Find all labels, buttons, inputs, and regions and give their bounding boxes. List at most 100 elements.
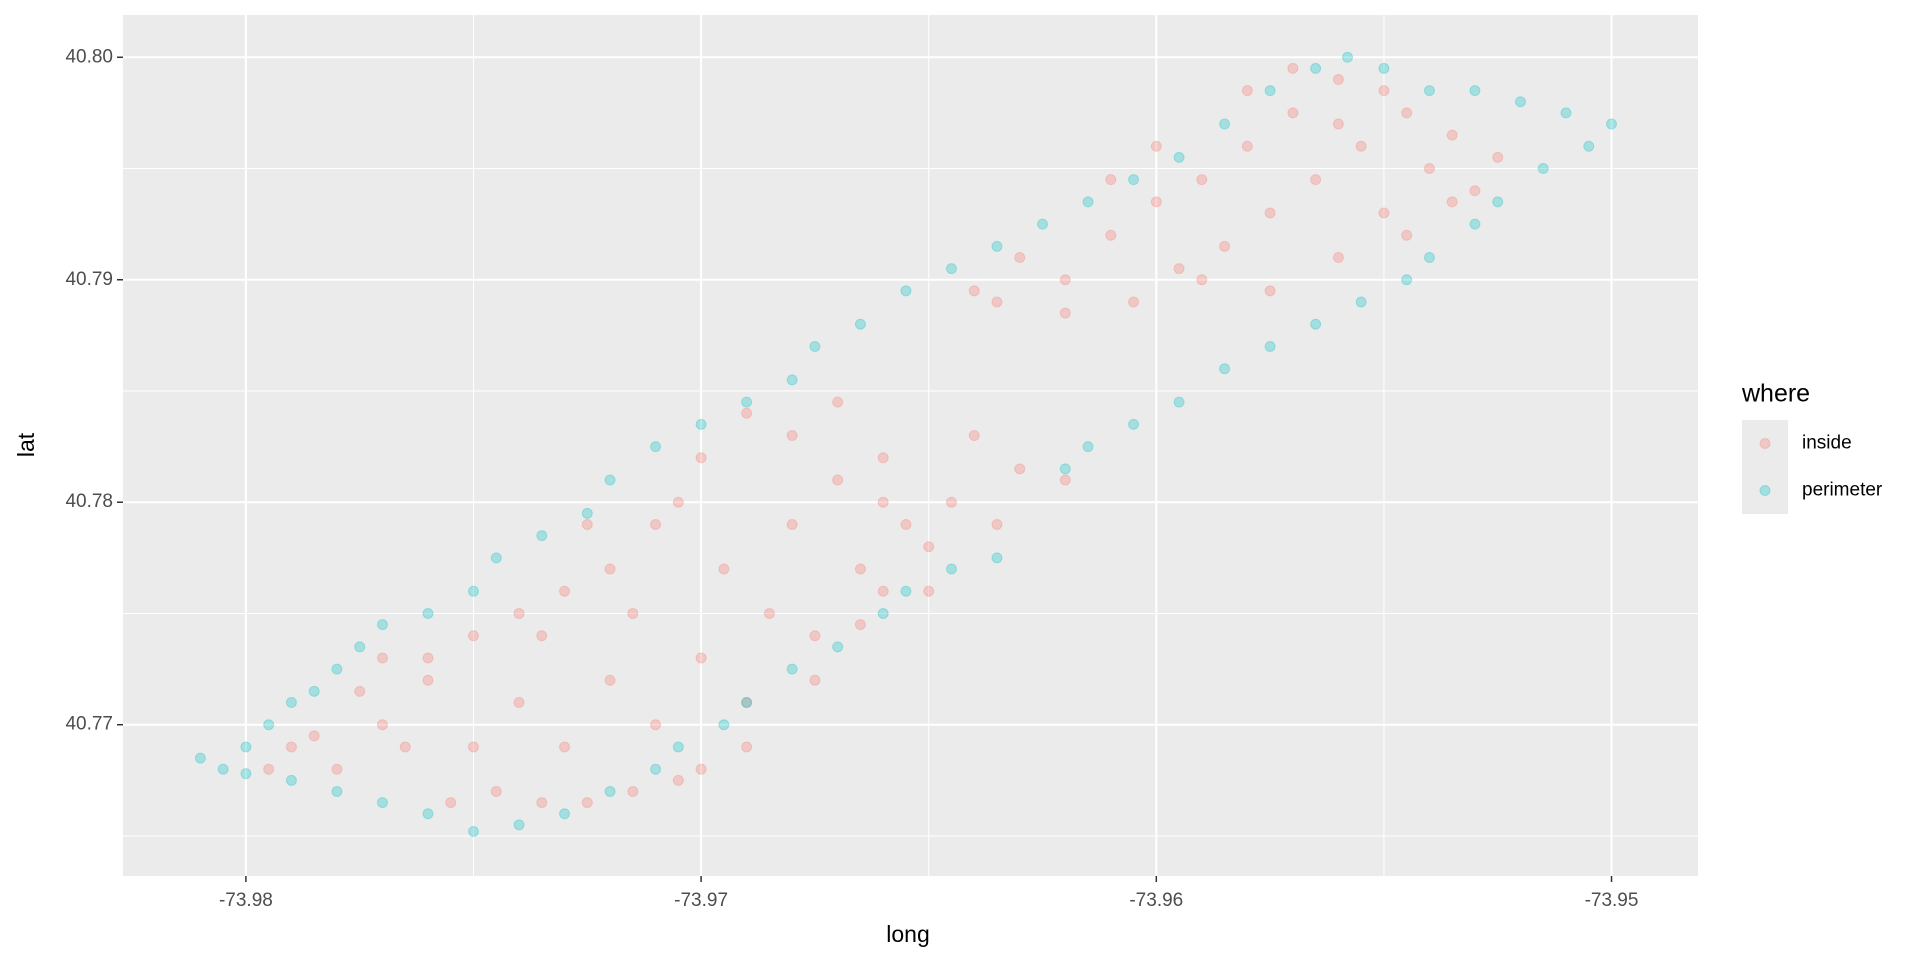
point (1355, 140, 1367, 152)
point (513, 819, 525, 831)
point (1583, 140, 1595, 152)
point (1492, 196, 1504, 208)
point (672, 741, 684, 753)
point (604, 563, 616, 575)
point (1059, 474, 1071, 486)
point (1378, 62, 1390, 74)
point (923, 585, 935, 597)
point (1401, 229, 1413, 241)
point (877, 607, 889, 619)
x-tick-label: -73.98 (219, 890, 273, 911)
point (285, 741, 297, 753)
point (1264, 285, 1276, 297)
legend-key (1742, 467, 1788, 514)
point (240, 768, 252, 780)
point (695, 652, 707, 664)
y-tick-label: 40.80 (65, 46, 113, 67)
point (604, 474, 616, 486)
point (1196, 274, 1208, 286)
legend-symbol (1759, 485, 1771, 496)
point (513, 607, 525, 619)
point (263, 719, 275, 731)
point (1514, 96, 1526, 108)
point (1378, 85, 1390, 97)
point (468, 826, 480, 838)
y-axis-label: lat (13, 432, 39, 457)
point (1423, 163, 1435, 175)
point (650, 518, 662, 530)
point (445, 797, 457, 809)
point (1423, 85, 1435, 97)
point (1128, 174, 1140, 186)
legend-label: inside (1802, 433, 1852, 454)
point (718, 719, 730, 731)
point (468, 630, 480, 642)
point (422, 607, 434, 619)
y-tick-label: 40.78 (65, 491, 113, 512)
point (695, 418, 707, 430)
point (217, 763, 229, 775)
point (331, 785, 343, 797)
point (991, 552, 1003, 564)
point (900, 285, 912, 297)
point (581, 507, 593, 519)
point (672, 774, 684, 786)
point (1082, 196, 1094, 208)
point (1059, 463, 1071, 475)
point (194, 752, 206, 764)
point (650, 719, 662, 731)
point (1537, 163, 1549, 175)
point (604, 785, 616, 797)
point (1378, 207, 1390, 219)
point (832, 641, 844, 653)
point (1310, 318, 1322, 330)
point (809, 630, 821, 642)
point (308, 730, 320, 742)
x-tick-label: -73.95 (1585, 890, 1639, 911)
point (1446, 129, 1458, 141)
point (376, 619, 388, 631)
point (468, 585, 480, 597)
point (968, 429, 980, 441)
point (1241, 85, 1253, 97)
point (741, 696, 753, 708)
point (376, 719, 388, 731)
point (399, 741, 411, 753)
point (240, 741, 252, 753)
point (1150, 140, 1162, 152)
point (877, 496, 889, 508)
point (741, 396, 753, 408)
point (1287, 62, 1299, 74)
point (650, 441, 662, 453)
point (490, 785, 502, 797)
point (1059, 274, 1071, 286)
point (1332, 118, 1344, 130)
point (1219, 363, 1231, 375)
legend-title: where (1741, 380, 1810, 408)
point (627, 785, 639, 797)
point (1332, 252, 1344, 264)
point (1264, 207, 1276, 219)
point (1310, 174, 1322, 186)
point (1082, 441, 1094, 453)
point (945, 496, 957, 508)
point (1014, 252, 1026, 264)
point (422, 652, 434, 664)
point (1423, 252, 1435, 264)
point (786, 518, 798, 530)
point (1401, 274, 1413, 286)
point (877, 452, 889, 464)
legend-label: perimeter (1802, 480, 1883, 501)
point (809, 340, 821, 352)
point (854, 563, 866, 575)
point (1173, 263, 1185, 275)
legend-symbol (1759, 438, 1771, 449)
point (1332, 74, 1344, 86)
y-tick-label: 40.77 (65, 714, 113, 735)
point (1173, 396, 1185, 408)
point (832, 396, 844, 408)
point (877, 585, 889, 597)
x-tick-label: -73.96 (1129, 890, 1183, 911)
point (513, 696, 525, 708)
